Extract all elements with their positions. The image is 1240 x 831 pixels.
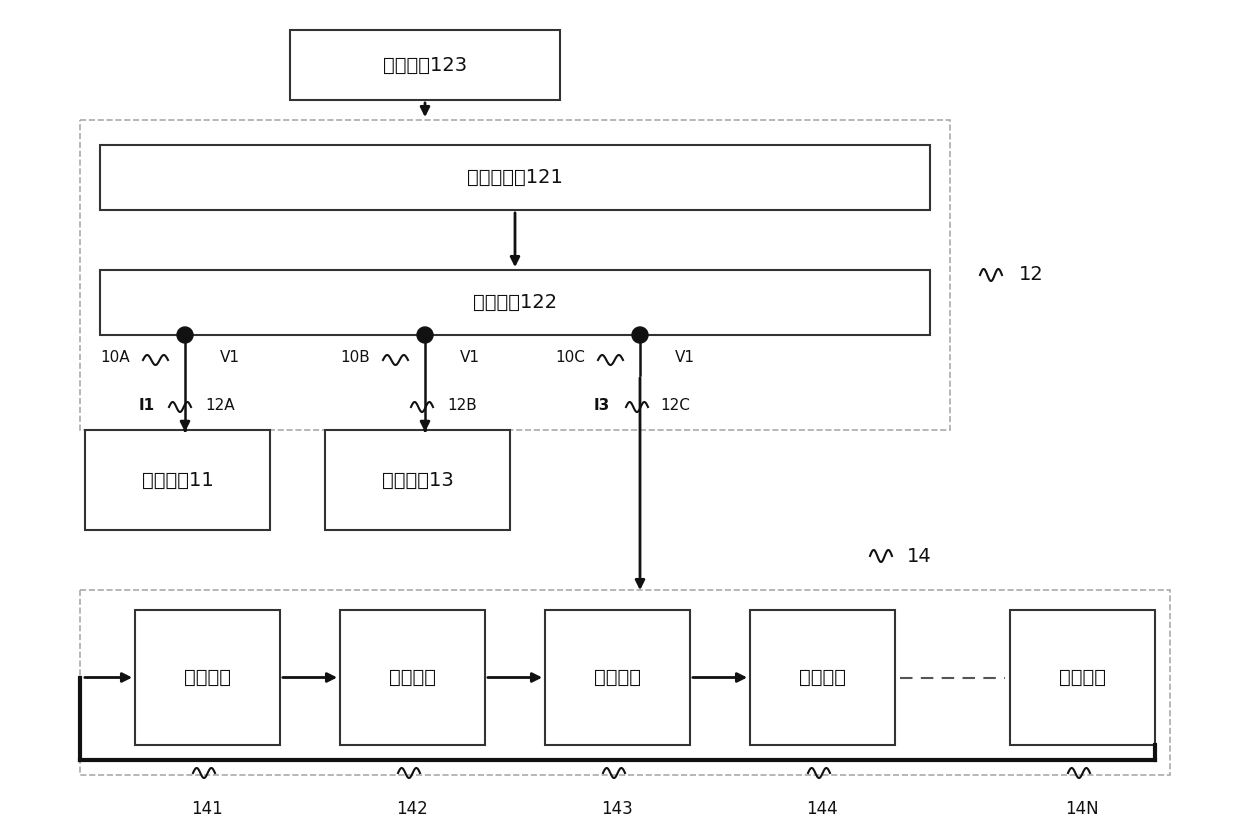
Text: I3: I3 (594, 397, 610, 412)
Bar (86, 430, 270, 530)
Bar (135, 610, 280, 745)
Text: 144: 144 (806, 800, 838, 818)
Text: 偏置单元13: 偏置单元13 (382, 470, 454, 489)
Bar (325, 430, 510, 530)
Text: 10C: 10C (556, 351, 585, 366)
Text: 环振电路: 环振电路 (1059, 668, 1106, 687)
Text: 12C: 12C (660, 397, 689, 412)
Bar (81, 120, 950, 430)
Text: 环振电路: 环振电路 (594, 668, 641, 687)
Bar (100, 270, 930, 335)
Circle shape (417, 327, 433, 343)
Text: 环振电路: 环振电路 (799, 668, 846, 687)
Text: V1: V1 (219, 351, 241, 366)
Bar (750, 610, 895, 745)
Text: V1: V1 (460, 351, 480, 366)
Text: 141: 141 (191, 800, 223, 818)
Text: 142: 142 (396, 800, 428, 818)
Bar (546, 610, 689, 745)
Text: 环振电路: 环振电路 (184, 668, 231, 687)
Circle shape (632, 327, 649, 343)
Circle shape (177, 327, 193, 343)
Text: 10A: 10A (100, 351, 130, 366)
Text: 143: 143 (601, 800, 632, 818)
Text: 电流镜电路121: 电流镜电路121 (467, 168, 563, 187)
Text: 10B: 10B (340, 351, 370, 366)
Bar (340, 610, 485, 745)
Text: 12A: 12A (205, 397, 234, 412)
Text: 14N: 14N (1065, 800, 1099, 818)
Bar (1011, 610, 1154, 745)
Bar (81, 590, 1171, 775)
Text: 偏置电路122: 偏置电路122 (472, 293, 557, 312)
Bar (100, 145, 930, 210)
Text: 12B: 12B (446, 397, 476, 412)
Text: V1: V1 (675, 351, 694, 366)
Text: 电阻单元11: 电阻单元11 (141, 470, 213, 489)
Text: 12: 12 (1019, 265, 1044, 284)
Text: 14: 14 (906, 547, 931, 566)
Text: I1: I1 (139, 397, 155, 412)
Bar (290, 30, 560, 100)
Text: 外部电源123: 外部电源123 (383, 56, 467, 75)
Text: 环振电路: 环振电路 (389, 668, 436, 687)
